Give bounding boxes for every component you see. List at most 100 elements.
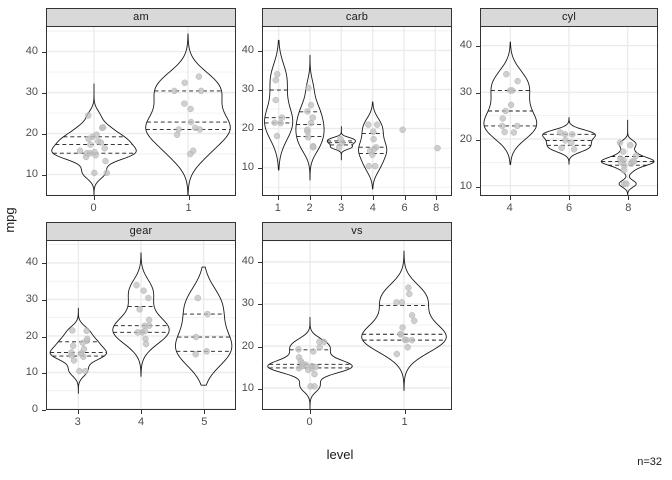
data-point [405,284,412,291]
y-axis-tick-mark [42,263,46,265]
y-axis-tick-mark [42,134,46,136]
data-point [191,124,199,132]
x-axis-tick-mark [309,410,311,414]
data-point [171,87,178,95]
data-point [399,126,406,133]
data-point [510,129,518,136]
x-axis-tick-label: 6 [565,202,573,214]
data-point [562,137,569,144]
data-point [101,145,108,152]
data-point [304,133,312,141]
data-point [568,139,575,146]
y-axis-tick-label: 40 [25,256,38,269]
data-point [69,342,77,350]
y-axis-tick-mark [42,373,46,375]
data-point [93,131,100,138]
y-axis-tick-label: 20 [241,339,254,352]
data-point [197,87,205,95]
violin-shape [358,101,388,190]
violin-shape [49,307,107,394]
x-axis-tick-mark [569,196,570,200]
y-axis-tick-label: 40 [241,43,254,56]
data-point [570,146,578,153]
x-axis-tick-mark [509,196,511,200]
y-axis-tick-mark [42,175,46,177]
data-point [86,149,94,157]
x-axis-tick-mark [436,196,438,200]
facet-strip-label: cyl [561,11,577,23]
x-axis-tick-label: 0 [306,416,313,428]
y-axis-tick-label: 30 [241,297,254,310]
data-point [79,339,87,347]
data-point [616,139,624,146]
y-axis-tick-label: 20 [459,132,472,145]
data-point [146,322,153,329]
facet-strip-cyl: cyl [480,8,658,27]
y-axis-tick-label: 30 [241,82,254,95]
data-point [393,350,401,358]
data-point [335,144,343,151]
data-point [406,290,413,298]
data-point [70,357,78,364]
x-axis-tick-label: 3 [338,202,345,214]
data-point [632,152,640,160]
violin-shape [326,126,356,161]
data-point [203,348,210,355]
x-axis-tick-label: 1 [185,202,192,214]
x-axis-tick-mark [628,196,630,200]
data-point [77,350,85,357]
data-point [175,126,182,133]
data-point [569,131,576,138]
data-point [558,144,565,152]
data-point [627,141,634,149]
data-point [272,96,279,104]
data-point [85,112,92,119]
facet-strip-carb: carb [262,8,452,27]
data-point [195,73,203,80]
data-point [295,346,302,353]
data-point [204,310,211,318]
data-point [304,126,311,133]
y-axis-tick-mark [42,299,46,301]
facet-strip-gear: gear [46,222,236,241]
facet-am: am [46,8,236,196]
data-point [393,299,400,306]
data-point [365,162,372,170]
y-axis-tick-label: 10 [25,366,38,379]
data-point [557,129,564,136]
data-point [370,135,377,143]
data-point [404,344,411,351]
data-point [623,180,630,188]
violin-plot-svg [47,241,235,409]
violin-plot-svg [47,27,235,195]
data-point [372,162,379,170]
data-point [399,324,406,331]
facet-strip-label: vs [351,225,363,237]
data-point [192,350,199,358]
y-axis-tick-mark [258,168,262,170]
data-point [76,147,84,154]
data-point [370,146,378,153]
data-point [403,336,410,344]
data-point [83,327,90,335]
x-axis-tick-label: 8 [625,202,632,214]
data-point [499,115,506,122]
data-point [272,76,279,84]
x-axis-tick-mark [309,196,311,200]
y-axis-tick-label: 40 [241,255,254,268]
x-axis-tick-label: 8 [433,202,440,214]
data-point [102,157,109,165]
y-axis-tick-mark [258,388,262,390]
data-point [311,370,318,378]
violin-plot-svg [263,241,451,409]
data-point [503,70,510,78]
x-axis-tick-mark [404,196,406,200]
facet-panel-am [46,27,236,196]
x-axis-tick-mark [404,410,406,414]
y-axis-tick-label: 20 [25,127,38,140]
data-point [408,312,416,319]
y-axis-tick-label: 40 [459,38,472,51]
data-point [307,119,315,127]
data-point [76,367,83,375]
